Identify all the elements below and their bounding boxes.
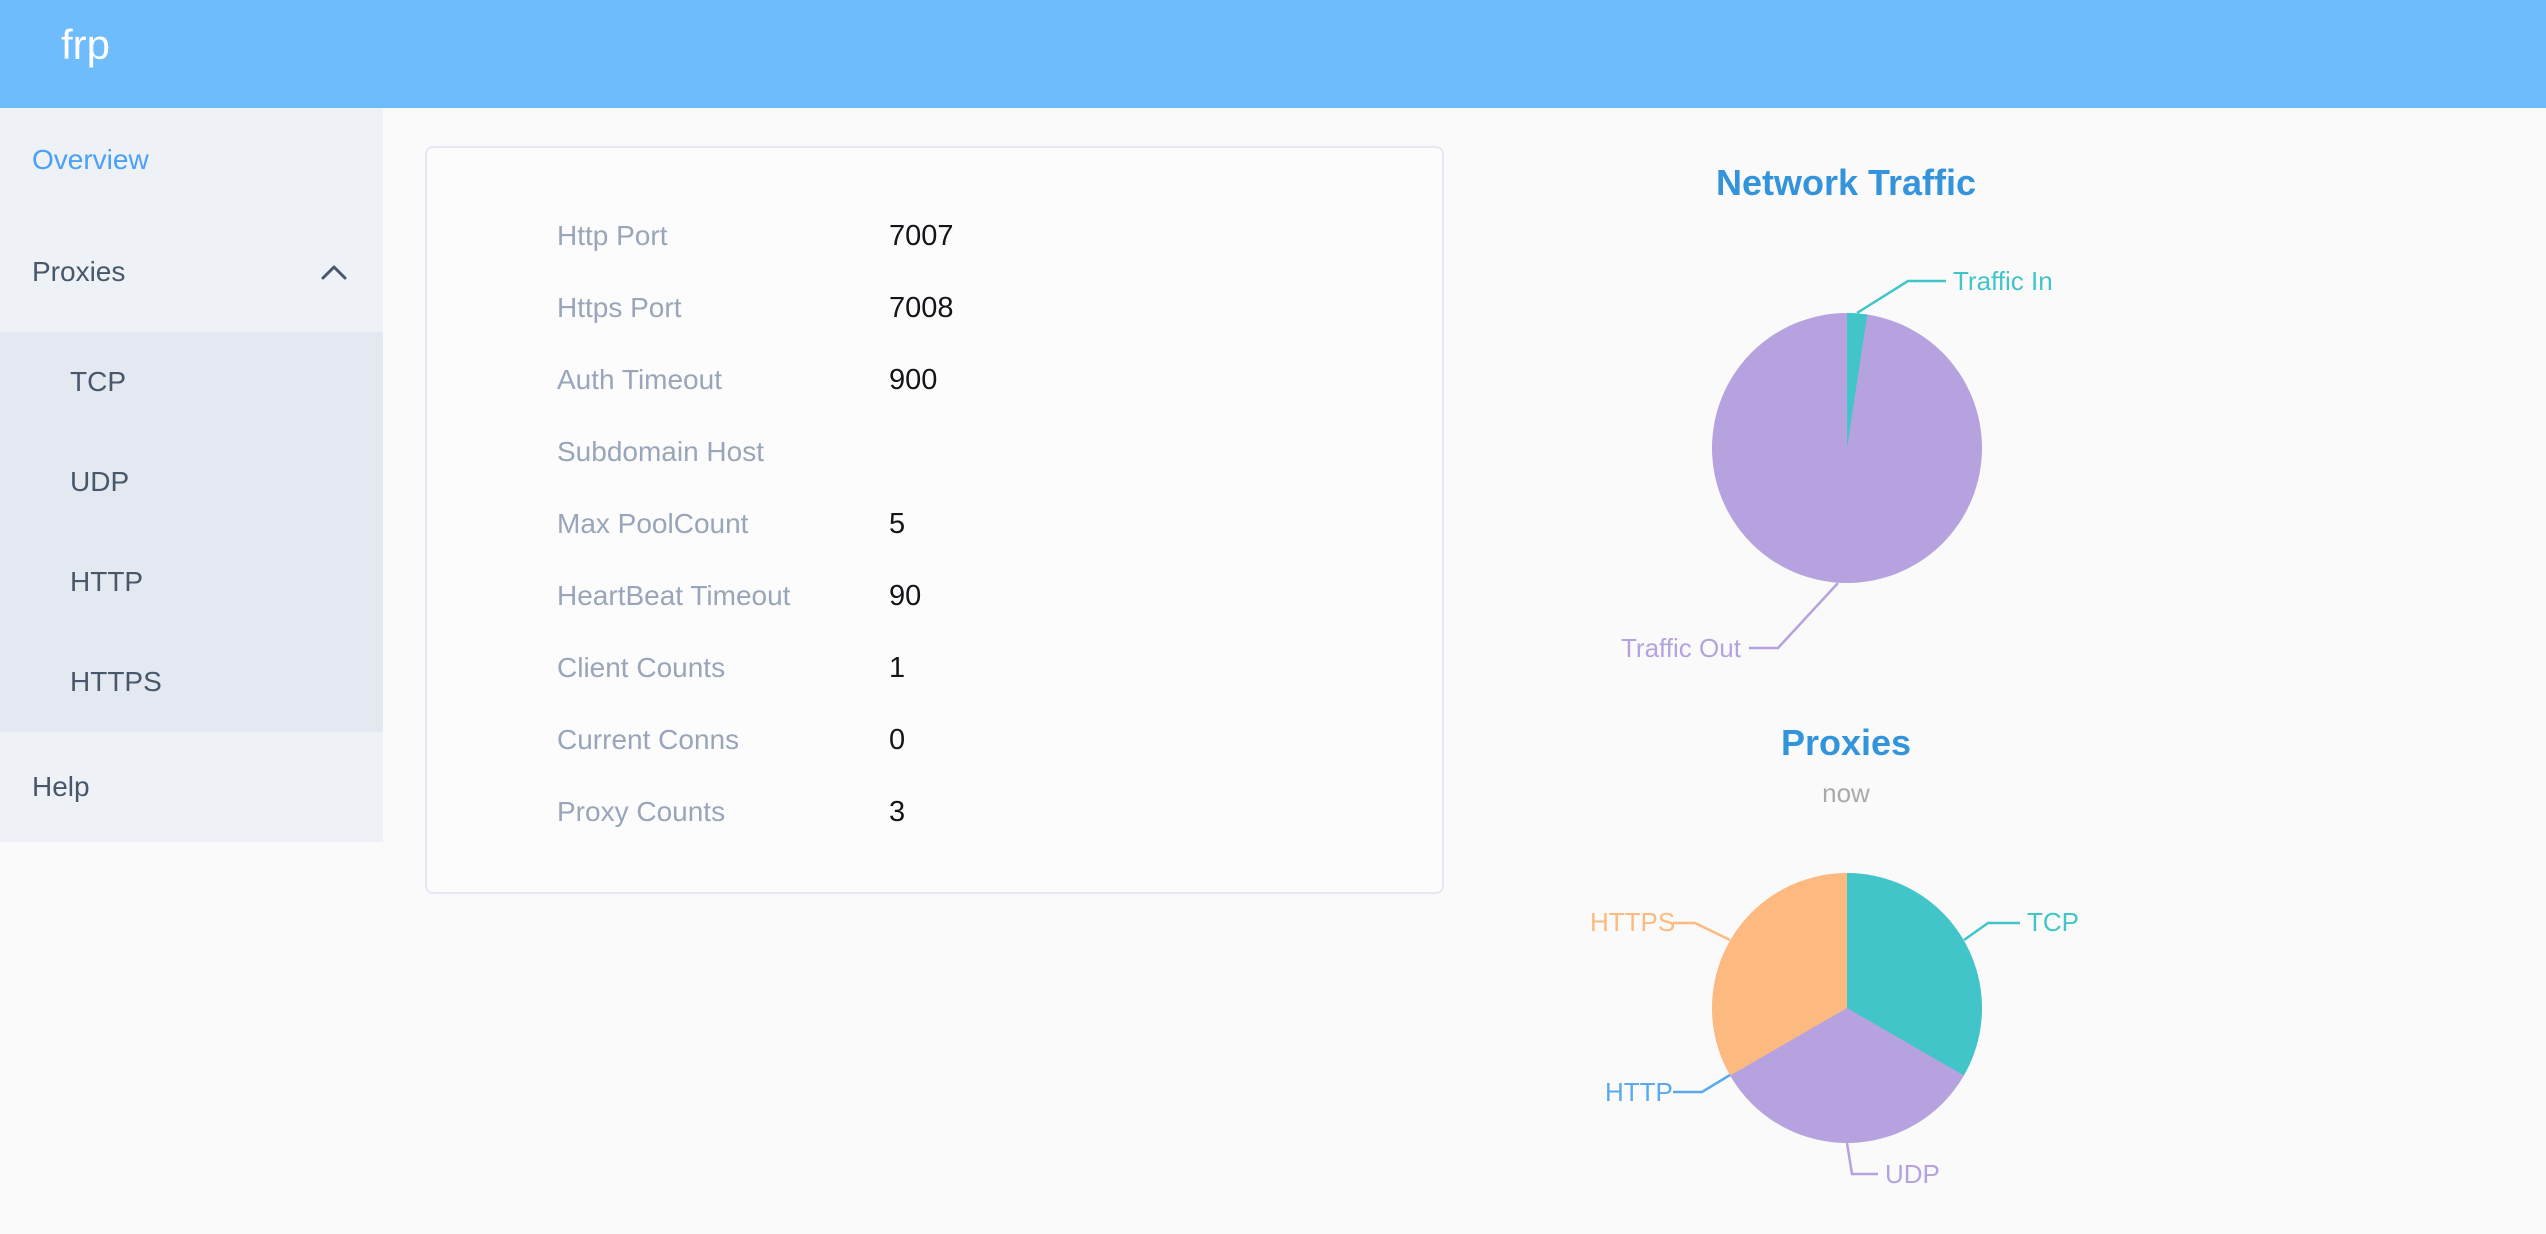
- row-label: Auth Timeout: [557, 364, 722, 395]
- sidebar-item-label: TCP: [70, 366, 126, 397]
- row-label: Client Counts: [557, 652, 726, 683]
- sidebar-item-label: UDP: [70, 466, 130, 497]
- table-row: Proxy Counts 3: [427, 776, 1442, 848]
- server-info-table: Http Port 7007 Https Port 7008 Auth Time…: [427, 200, 1442, 848]
- slice-label-https: HTTPS: [1590, 907, 1676, 937]
- sidebar-item-help[interactable]: Help: [0, 732, 383, 842]
- row-label: Current Conns: [557, 724, 740, 755]
- table-row: Http Port 7007: [427, 200, 1442, 272]
- server-info-card: Http Port 7007 Https Port 7008 Auth Time…: [425, 146, 1444, 894]
- chevron-up-icon: [321, 265, 347, 280]
- table-row: Subdomain Host: [427, 416, 1442, 488]
- row-label: Subdomain Host: [557, 436, 765, 467]
- table-row: Current Conns 0: [427, 704, 1442, 776]
- row-value: 7007: [889, 219, 954, 252]
- slice-label-udp: UDP: [1885, 1159, 1940, 1189]
- sidebar-item-http[interactable]: HTTP: [0, 532, 383, 632]
- sidebar-item-label: Help: [32, 771, 90, 802]
- sidebar-item-label: HTTP: [70, 566, 144, 597]
- chart-subtitle: now: [1822, 778, 1870, 808]
- chart-title: Proxies: [1780, 722, 1912, 763]
- slice-label-http: HTTP: [1605, 1077, 1673, 1107]
- sidebar-item-label: Overview: [32, 144, 149, 175]
- row-label: HeartBeat Timeout: [557, 580, 791, 611]
- sidebar-item-label: HTTPS: [70, 666, 162, 697]
- row-value: 7008: [889, 291, 954, 324]
- row-value: 900: [889, 363, 938, 396]
- row-label: Max PoolCount: [557, 508, 749, 539]
- network-traffic-pie[interactable]: [1712, 313, 1982, 583]
- row-value: 5: [889, 507, 906, 540]
- sidebar-item-proxies[interactable]: Proxies: [0, 212, 383, 332]
- proxies-submenu: TCP UDP HTTP HTTPS: [0, 332, 383, 732]
- slice-label-traffic-out: Traffic Out: [1621, 633, 1741, 663]
- row-value: 1: [889, 651, 906, 684]
- row-label: Https Port: [557, 292, 682, 323]
- proxies-pie[interactable]: [1712, 873, 1982, 1143]
- slice-label-tcp: TCP: [2027, 907, 2079, 937]
- table-row: Client Counts 1: [427, 632, 1442, 704]
- sidebar-item-label: Proxies: [32, 256, 126, 287]
- sidebar-item-tcp[interactable]: TCP: [0, 332, 383, 432]
- table-row: Auth Timeout 900: [427, 344, 1442, 416]
- table-row: Https Port 7008: [427, 272, 1442, 344]
- network-traffic-chart: Network Traffic today Traffic In Traffic…: [1486, 120, 2206, 680]
- sidebar-item-https[interactable]: HTTPS: [0, 632, 383, 732]
- row-value: 3: [889, 795, 906, 828]
- table-row: Max PoolCount 5: [427, 488, 1442, 560]
- row-label: Http Port: [557, 220, 668, 251]
- proxies-chart: Proxies now TCP HTTPS HTTP UDP: [1486, 660, 2206, 1220]
- row-value: 0: [889, 723, 906, 756]
- app-logo: frp: [61, 21, 111, 68]
- sidebar-item-udp[interactable]: UDP: [0, 432, 383, 532]
- header-bar: frp: [0, 0, 2546, 108]
- table-row: HeartBeat Timeout 90: [427, 560, 1442, 632]
- chart-title: Network Traffic: [1715, 162, 1977, 203]
- sidebar: Overview Proxies TCP UDP HTTP HTTPS Help: [0, 108, 383, 842]
- row-value: 90: [889, 579, 922, 612]
- slice-label-traffic-in: Traffic In: [1953, 266, 2053, 296]
- row-label: Proxy Counts: [557, 796, 726, 827]
- sidebar-item-overview[interactable]: Overview: [0, 108, 383, 212]
